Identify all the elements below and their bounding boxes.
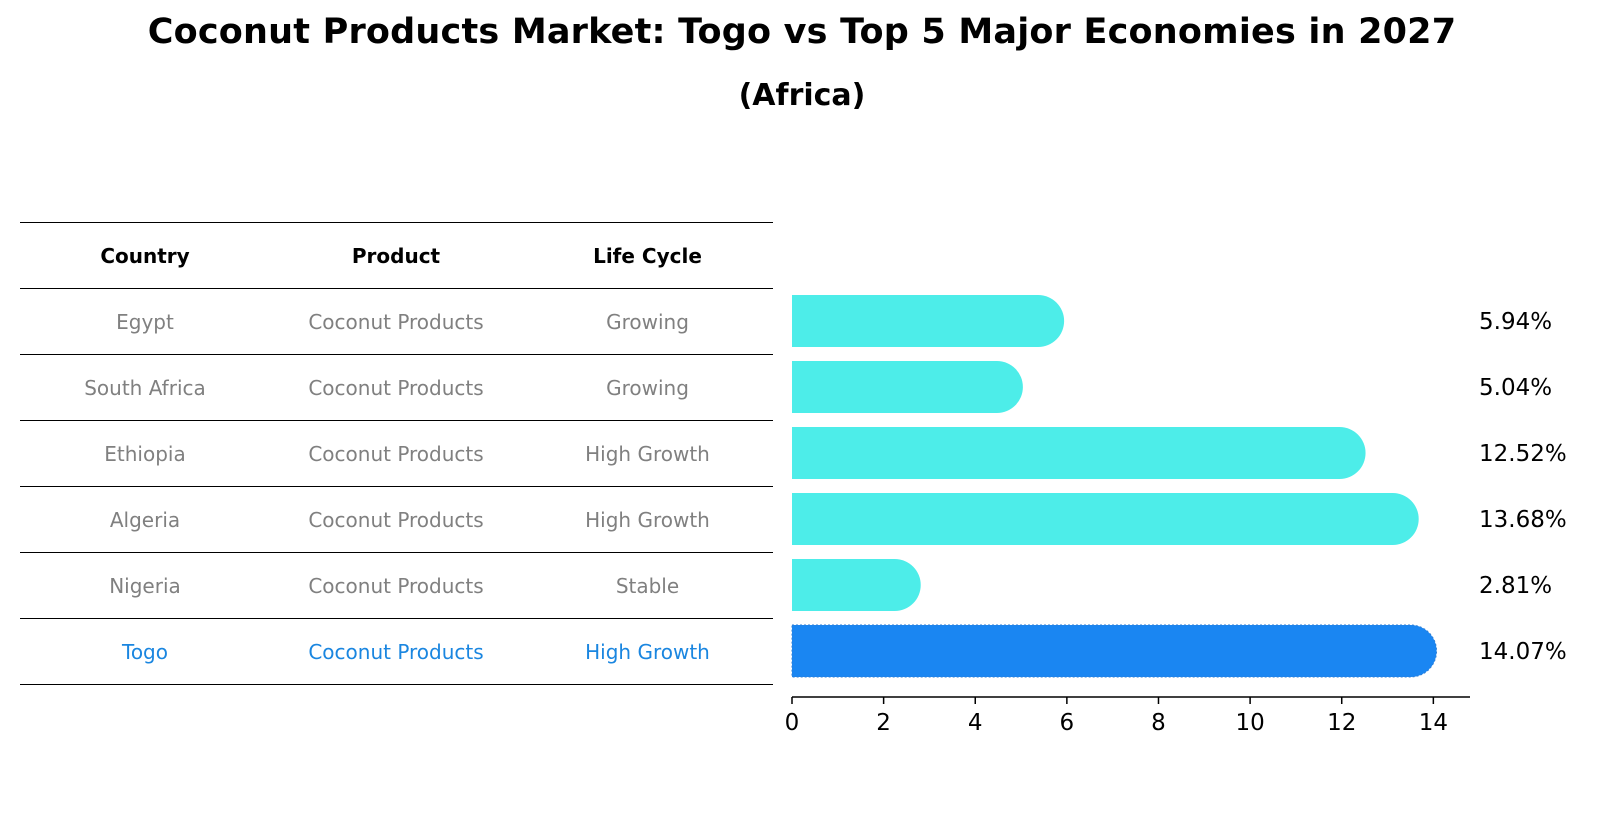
table-row: Ethiopia Coconut Products High Growth: [20, 421, 773, 487]
cell-product: Coconut Products: [308, 375, 484, 400]
cell-country: Egypt: [116, 309, 174, 334]
table-row: Algeria Coconut Products High Growth: [20, 487, 773, 553]
bar-togo: [791, 624, 1438, 678]
header-life-cycle: Life Cycle: [593, 243, 702, 268]
value-label: 5.04%: [1479, 375, 1552, 401]
x-tick-label: 4: [968, 710, 983, 736]
header-country: Country: [100, 243, 190, 268]
table-row: Nigeria Coconut Products Stable: [20, 553, 773, 619]
chart-subtitle: (Africa): [738, 78, 866, 113]
value-label: 14.07%: [1479, 639, 1567, 665]
bar-nigeria: [792, 559, 921, 611]
value-label: 2.81%: [1479, 573, 1552, 599]
x-tick-label: 12: [1327, 710, 1356, 736]
bar-egypt: [792, 295, 1065, 347]
header-product: Product: [351, 243, 441, 268]
cell-life-cycle: Stable: [615, 573, 680, 598]
cell-product: Coconut Products: [308, 441, 484, 466]
chart-title: Coconut Products Market: Togo vs Top 5 M…: [147, 12, 1457, 52]
x-tick-label: 14: [1419, 710, 1448, 736]
x-tick-label: 8: [1151, 710, 1166, 736]
x-tick-label: 0: [785, 710, 800, 736]
cell-country: Ethiopia: [104, 441, 186, 466]
bar-algeria: [792, 493, 1419, 545]
cell-life-cycle: High Growth: [585, 639, 710, 664]
cell-product: Coconut Products: [308, 507, 484, 532]
cell-life-cycle: Growing: [606, 375, 689, 400]
cell-country: Algeria: [109, 507, 181, 532]
table-row-highlight: Togo Coconut Products High Growth: [20, 619, 773, 685]
x-tick-label: 6: [1060, 710, 1075, 736]
data-table: Country Product Life Cycle Egypt Coconut…: [20, 222, 773, 685]
cell-country: Togo: [122, 639, 168, 664]
x-tick-label: 10: [1235, 710, 1264, 736]
cell-product: Coconut Products: [308, 573, 484, 598]
bar-ethiopia: [792, 427, 1366, 479]
cell-product: Coconut Products: [308, 309, 484, 334]
table-row: South Africa Coconut Products Growing: [20, 355, 773, 421]
bar-south-africa: [792, 361, 1023, 413]
cell-country: South Africa: [84, 375, 206, 400]
cell-product: Coconut Products: [308, 639, 484, 664]
x-tick-label: 2: [876, 710, 891, 736]
cell-life-cycle: High Growth: [585, 441, 710, 466]
cell-country: Nigeria: [109, 573, 181, 598]
cell-life-cycle: High Growth: [585, 507, 710, 532]
table-header-row: Country Product Life Cycle: [20, 223, 773, 289]
value-label: 13.68%: [1479, 507, 1567, 533]
value-label: 12.52%: [1479, 441, 1567, 467]
cell-life-cycle: Growing: [606, 309, 689, 334]
table-row: Egypt Coconut Products Growing: [20, 289, 773, 355]
value-label: 5.94%: [1479, 309, 1552, 335]
